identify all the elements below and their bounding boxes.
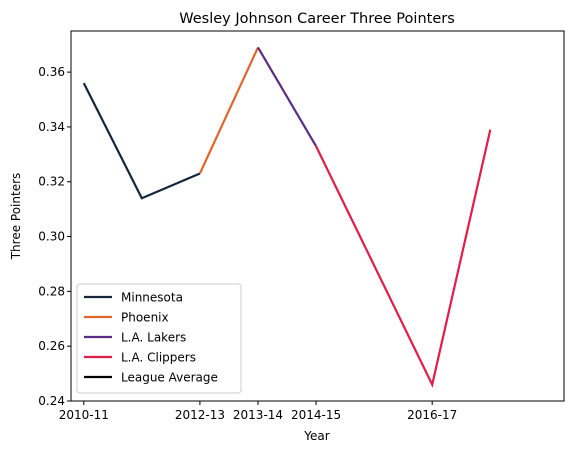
- y-tick-label: 0.26: [38, 339, 65, 353]
- series-line-l-a-lakers: [257, 46, 317, 147]
- y-tick-label: 0.36: [38, 65, 65, 79]
- y-tick-label: 0.30: [38, 230, 65, 244]
- legend-label-minnesota: Minnesota: [121, 291, 183, 305]
- series-line-l-a-clippers: [315, 129, 492, 388]
- axis-ticks: 0.24 0.26 0.28 0.30 0.32 0.34 0.36 2010-11 2012-…: [38, 65, 457, 422]
- legend-label-l-a-lakers: L.A. Lakers: [121, 331, 186, 345]
- y-tick-label: 0.28: [38, 284, 65, 298]
- x-tick-label: 2013-14: [233, 408, 283, 422]
- x-tick-label: 2016-17: [407, 408, 457, 422]
- x-axis-label: Year: [303, 429, 329, 443]
- y-tick-label: 0.34: [38, 120, 65, 134]
- chart-title: Wesley Johnson Career Three Pointers: [179, 11, 455, 27]
- legend-items: Minnesota Phoenix L.A. Lakers L.A. Clippers…: [84, 291, 218, 385]
- plot-frame: [70, 30, 565, 402]
- series-lines: [82, 46, 492, 388]
- x-tick-label: 2010-11: [59, 408, 109, 422]
- series-line-minnesota: [82, 82, 201, 200]
- x-tick-label: 2014-15: [291, 408, 341, 422]
- legend-box: [76, 283, 242, 394]
- x-tick-label: 2012-13: [175, 408, 225, 422]
- y-tick-label: 0.24: [38, 394, 65, 408]
- legend-label-league-average: League Average: [121, 371, 218, 385]
- legend-label-l-a-clippers: L.A. Clippers: [121, 351, 196, 365]
- legend: Minnesota Phoenix L.A. Lakers L.A. Clippers…: [76, 283, 242, 394]
- y-axis-label: Three Pointers: [9, 173, 23, 261]
- y-tick-label: 0.32: [38, 175, 65, 189]
- legend-label-phoenix: Phoenix: [121, 311, 169, 325]
- series-line-phoenix: [198, 46, 259, 174]
